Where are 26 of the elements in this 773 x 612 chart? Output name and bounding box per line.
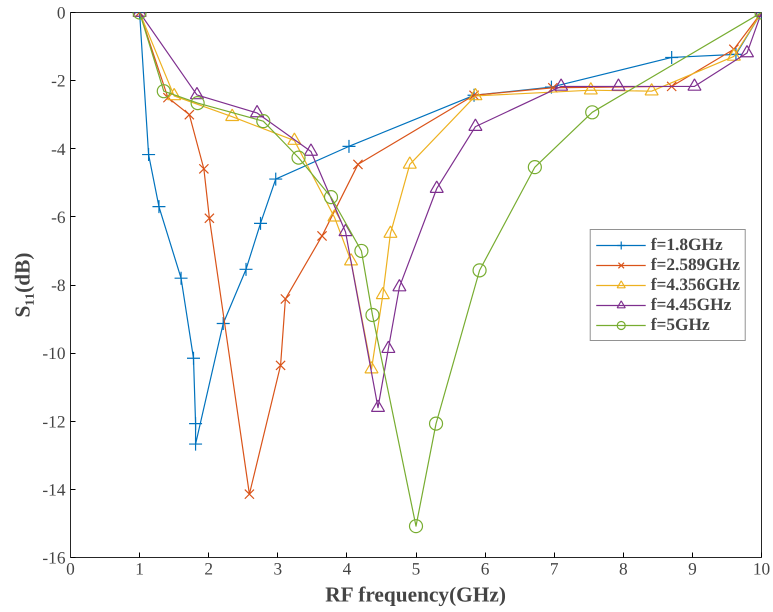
x-tick-label: 3 <box>273 560 282 578</box>
y-tick-label: -6 <box>51 208 66 227</box>
y-tick-label: -2 <box>51 72 66 91</box>
x-tick-label: 1 <box>135 560 144 578</box>
legend-label: f=4.45GHz <box>650 294 732 314</box>
x-tick-label: 2 <box>204 560 214 578</box>
x-tick-label: 9 <box>688 560 697 578</box>
x-tick-label: 7 <box>550 560 559 578</box>
y-tick-label: -16 <box>42 548 66 568</box>
legend-label: f=4.356GHz <box>650 274 740 294</box>
y-axis-title: S₁₁(dB) <box>10 252 34 318</box>
y-tick-label: -4 <box>51 140 66 159</box>
x-tick-label: 4 <box>342 560 352 578</box>
x-tick-label: 5 <box>412 560 420 578</box>
y-tick-label: -14 <box>42 480 66 500</box>
y-tick-label: -10 <box>42 344 66 364</box>
x-tick-label: 6 <box>480 560 490 578</box>
x-tick-label: 8 <box>618 560 628 578</box>
legend-label: f=2.589GHz <box>650 254 740 274</box>
y-tick-label: -8 <box>51 276 66 295</box>
x-tick-label: 10 <box>752 560 770 578</box>
y-tick-label: 0 <box>56 4 66 22</box>
x-axis-title: RF frequency(GHz) <box>325 582 506 606</box>
legend-label: f=1.8GHz <box>650 234 723 254</box>
y-tick-label: -12 <box>42 412 66 432</box>
legend-label: f=5GHz <box>650 314 710 334</box>
